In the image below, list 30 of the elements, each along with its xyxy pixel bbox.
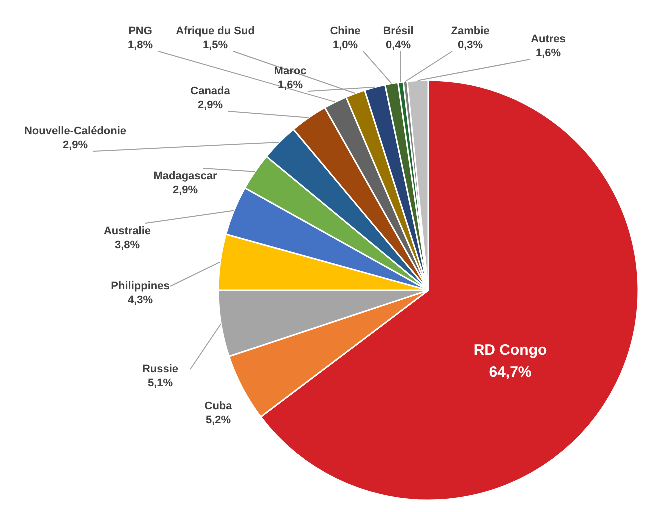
data-label: 5,1% [148,378,174,390]
slice-label: Cuba [204,400,234,412]
data-label: 4,3% [128,294,154,306]
slice-label: Afrique du Sud [176,26,255,38]
data-label: 1,0% [332,40,358,52]
slice-label: PNG [128,26,152,38]
slice-label: Maroc [274,66,307,78]
slice-label: Autres [531,34,566,46]
slice-label: Philippines [111,280,170,292]
slice-label: Nouvelle-Calédonie [24,126,127,138]
data-label: 0,3% [458,40,484,52]
data-label: 2,9% [62,140,88,152]
data-label: 3,8% [114,240,140,252]
slice-label: Zambie [451,26,490,38]
slice-label: Russie [142,364,179,376]
data-label: 2,9% [172,184,198,196]
slice-label: Brésil [383,26,414,38]
data-label: 1,8% [128,40,154,52]
slice-label: Madagascar [154,170,218,182]
data-label: 0,4% [386,40,412,52]
slice-label: Chine [330,26,361,38]
data-label: 2,9% [198,100,224,112]
data-label: 1,6% [536,48,562,60]
slice-label: RD Congo [474,342,548,359]
slice-label: Australie [104,226,152,238]
data-label: 5,2% [206,414,232,426]
data-label: 1,5% [202,40,228,52]
data-label: 64,7% [489,364,532,381]
slice-label: Canada [190,86,232,98]
data-label: 1,6% [278,80,304,92]
